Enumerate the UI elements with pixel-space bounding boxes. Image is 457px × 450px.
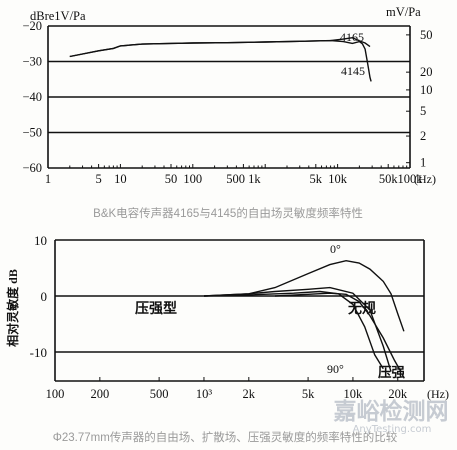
chart2-xtick-label: 2k bbox=[243, 387, 256, 401]
watermark-en: AnyTesting.com bbox=[353, 424, 432, 435]
chart1-ylabel-right: mV/Pa bbox=[386, 5, 421, 19]
chart2-curves bbox=[203, 259, 405, 372]
chart1-caption: B&K电容传声器4165与4145的自由场灵敏度频率特性 bbox=[93, 206, 363, 220]
chart2-x-unit: (Hz) bbox=[427, 387, 449, 401]
chart2-xtick-label: 20k bbox=[388, 387, 408, 401]
chart1-xtick-label: 100k bbox=[398, 172, 424, 186]
chart2-annotation-pressure: 压强 bbox=[378, 365, 405, 380]
chart1-xtick-label: 500 1k bbox=[226, 172, 261, 186]
chart1-series-1 bbox=[69, 39, 372, 82]
chart2-xtick-label: 100 bbox=[46, 387, 65, 401]
chart2-xtick-label: 200 bbox=[90, 387, 109, 401]
chart1-xtick-label: 100 bbox=[183, 172, 202, 186]
chart2-series-1 bbox=[203, 286, 392, 372]
chart2-xtick-label: 10k bbox=[344, 387, 364, 401]
chart1-right-tick-label: 2 bbox=[420, 129, 426, 143]
chart1-xtick-label: 5k bbox=[310, 172, 323, 186]
chart1-xtick-label: 50k bbox=[379, 172, 399, 186]
chart-1: dBre1V/Pa mV/Pa −20−30−40−50−601 5 10 50 100… bbox=[22, 5, 436, 220]
chart1-right-tick-label: 10 bbox=[420, 83, 433, 97]
chart1-xtick-label: 5 bbox=[95, 172, 101, 186]
chart2-xtick-label: 500 bbox=[150, 387, 169, 401]
chart1-ytick-label: −30 bbox=[22, 55, 42, 69]
chart2-caption: Φ23.77mm传声器的自由场、扩散场、压强灵敏度的频率特性的比较 bbox=[53, 430, 398, 444]
chart1-xtick-label: 10k bbox=[328, 172, 348, 186]
chart2-series-0 bbox=[203, 259, 405, 332]
chart1-ylabel-left: dBre1V/Pa bbox=[30, 9, 86, 23]
chart2-xtick-label: 5k bbox=[302, 387, 315, 401]
chart2-ytick-label: 10 bbox=[34, 233, 47, 248]
chart1-xtick-label: 10 bbox=[114, 172, 127, 186]
chart1-ytick-label: −40 bbox=[22, 90, 42, 104]
chart1-x-unit: (Hz) bbox=[414, 172, 436, 186]
chart2-annotation-0deg: 0° bbox=[330, 242, 341, 256]
chart1-series-label-4165: 4165 bbox=[340, 30, 364, 44]
chart2-xtick-label: 10³ bbox=[196, 387, 213, 401]
chart2-annotation-90deg: 90° bbox=[327, 362, 344, 376]
watermark-cn: 嘉峪检测网 bbox=[334, 398, 449, 425]
chart2-ytick-label: 0 bbox=[41, 289, 48, 304]
chart2-series-3 bbox=[274, 292, 402, 372]
chart1-series-label-4145: 4145 bbox=[341, 64, 365, 78]
chart1-ytick-label: −20 bbox=[22, 19, 42, 33]
chart1-right-tick-label: 20 bbox=[420, 65, 433, 79]
chart2-ytick-label: -10 bbox=[30, 345, 47, 360]
chart1-ytick-label: −50 bbox=[22, 126, 42, 140]
chart1-ytick-label: −60 bbox=[22, 161, 42, 175]
chart1-right-tick-label: 5 bbox=[420, 104, 426, 118]
chart1-xtick-label: 1 bbox=[45, 172, 51, 186]
chart1-curves bbox=[69, 36, 372, 82]
chart1-ticks: −20−30−40−50−601 5 10 50 100 500 1k 5k 10k 50k 10… bbox=[22, 19, 432, 186]
chart2-annotation-random: 无规 bbox=[347, 301, 376, 317]
chart2-annotation-pressure-type: 压强型 bbox=[135, 300, 177, 317]
chart1-xtick-label: 50 bbox=[165, 172, 178, 186]
chart1-right-tick-label: 50 bbox=[420, 28, 433, 42]
chart2-ylabel: 相对灵敏度 dB bbox=[5, 269, 20, 347]
chart1-right-tick-label: 1 bbox=[420, 156, 426, 170]
